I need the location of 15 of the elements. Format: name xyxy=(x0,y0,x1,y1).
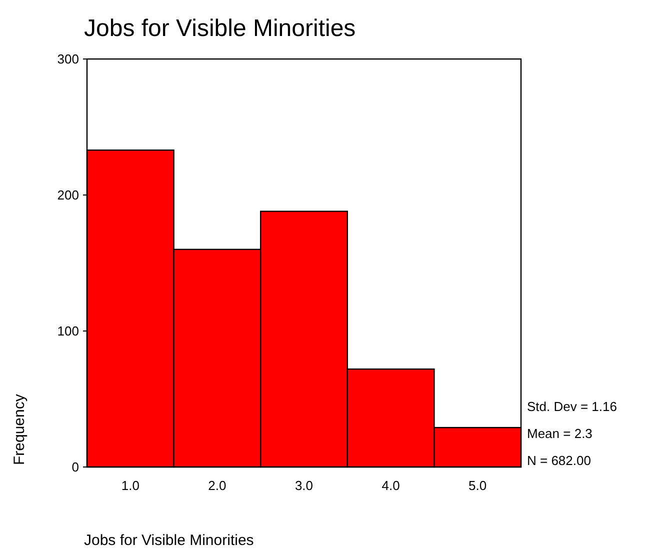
y-tick-label: 200 xyxy=(57,188,79,203)
x-tick-label: 5.0 xyxy=(468,478,487,493)
y-tick-label: 0 xyxy=(72,460,79,475)
x-tick-label: 4.0 xyxy=(382,478,400,493)
chart-title: Jobs for Visible Minorities xyxy=(84,15,356,42)
y-tick-label: 300 xyxy=(57,52,79,67)
x-tick-label: 1.0 xyxy=(121,478,140,493)
x-tick-label: 2.0 xyxy=(208,478,226,493)
text: Std. Dev = 1.16 xyxy=(527,399,617,414)
x-tick-label: 3.0 xyxy=(294,478,314,493)
x-axis-title: Jobs for Visible Minorities xyxy=(84,532,254,549)
text: N = 682.00 xyxy=(527,453,591,468)
y-tick-label: 100 xyxy=(57,324,79,339)
y-axis-title: Frequency xyxy=(11,394,28,465)
text: Mean = 2.3 xyxy=(527,426,592,441)
